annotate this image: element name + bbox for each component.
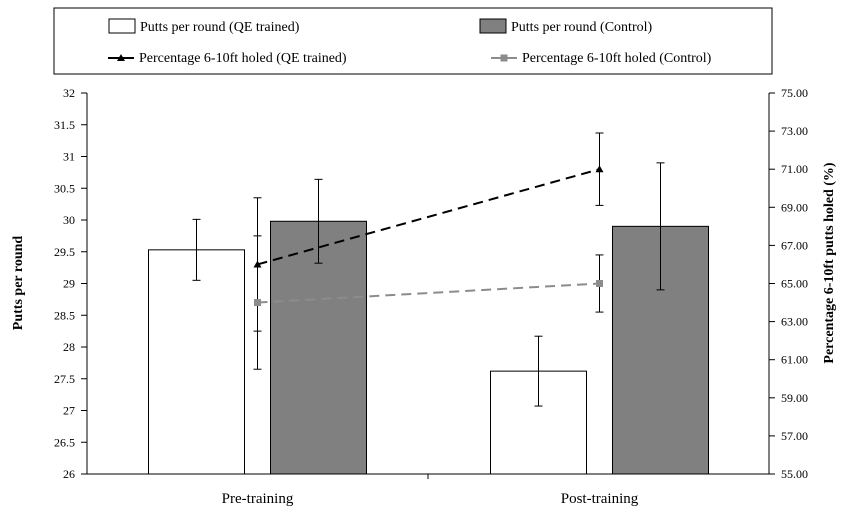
series-line bbox=[257, 282, 600, 304]
triangle-marker bbox=[595, 165, 604, 173]
legend-label: Percentage 6-10ft holed (Control) bbox=[522, 51, 712, 66]
left-tick-label: 29 bbox=[63, 277, 75, 291]
left-tick-label: 30 bbox=[63, 213, 75, 227]
legend-label: Putts per round (QE trained) bbox=[140, 20, 300, 35]
bars bbox=[148, 162, 709, 475]
legend-marker-triangle bbox=[117, 54, 125, 61]
left-axis-ticks: 26 26.5 27 27.5 28 28.5 29 29.5 30 30.5 31 31.5 32 bbox=[54, 86, 87, 481]
legend-swatch-bar bbox=[108, 18, 136, 34]
left-tick-label: 28.5 bbox=[54, 308, 75, 322]
square-marker bbox=[596, 280, 603, 287]
y-axis-title-right: Percentage 6-10ft putts holed (%) bbox=[822, 162, 837, 363]
left-tick-label: 26.5 bbox=[54, 435, 75, 449]
left-tick-label: 31.5 bbox=[54, 118, 75, 132]
right-tick-label: 57.00 bbox=[781, 429, 808, 443]
right-tick-label: 69.00 bbox=[781, 200, 808, 214]
right-tick-label: 61.00 bbox=[781, 353, 808, 367]
square-marker bbox=[254, 299, 261, 307]
category-labels: Pre-training Post-training bbox=[222, 491, 639, 507]
legend-marker-square bbox=[500, 54, 508, 62]
line-series bbox=[253, 132, 604, 370]
category-label: Post-training bbox=[561, 491, 639, 507]
legend-label: Percentage 6-10ft holed (QE trained) bbox=[139, 51, 347, 66]
legend-swatch-bar bbox=[479, 18, 507, 34]
left-tick-label: 27 bbox=[63, 404, 75, 418]
right-tick-label: 67.00 bbox=[781, 238, 808, 252]
left-tick-label: 30.5 bbox=[54, 181, 75, 195]
left-tick-label: 28 bbox=[63, 340, 75, 354]
category-label: Pre-training bbox=[222, 491, 294, 507]
bar bbox=[148, 249, 245, 475]
y-axis-title-left: Putts per round bbox=[11, 236, 26, 331]
right-tick-label: 63.00 bbox=[781, 315, 808, 329]
right-tick-label: 73.00 bbox=[781, 124, 808, 138]
right-tick-label: 59.00 bbox=[781, 391, 808, 405]
left-tick-label: 31 bbox=[63, 150, 75, 164]
right-tick-label: 55.00 bbox=[781, 467, 808, 481]
right-tick-label: 75.00 bbox=[781, 86, 808, 100]
series-line bbox=[257, 168, 600, 266]
legend-label: Putts per round (Control) bbox=[511, 20, 652, 35]
left-tick-label: 26 bbox=[63, 467, 75, 481]
legend-box bbox=[53, 7, 773, 75]
left-tick-label: 29.5 bbox=[54, 245, 75, 259]
left-tick-label: 27.5 bbox=[54, 372, 75, 386]
right-tick-label: 71.00 bbox=[781, 162, 808, 176]
right-axis-ticks: 55.00 57.00 59.00 61.00 63.00 65.00 67.00 69.00… bbox=[769, 86, 808, 481]
right-tick-label: 65.00 bbox=[781, 277, 808, 291]
left-tick-label: 32 bbox=[63, 86, 75, 100]
legend: Putts per round (QE trained) Putts per ro… bbox=[108, 18, 712, 66]
